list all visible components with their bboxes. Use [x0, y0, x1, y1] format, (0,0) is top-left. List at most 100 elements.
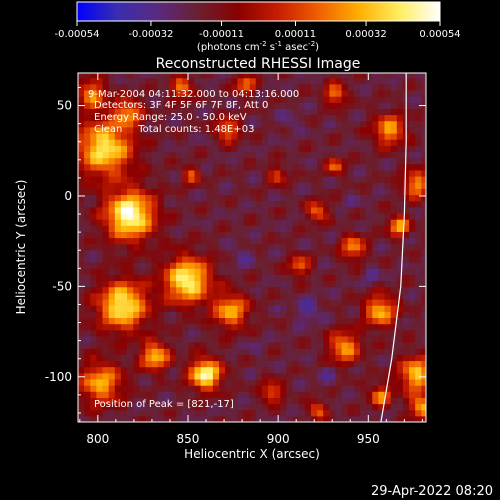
heatmap-cell — [200, 342, 208, 349]
heatmap-cell — [298, 403, 306, 411]
heatmap-cell — [384, 182, 392, 189]
heatmap-cell — [353, 188, 361, 196]
heatmap-cell — [261, 379, 269, 386]
heatmap-cell — [335, 342, 343, 349]
heatmap-cell — [157, 317, 165, 325]
heatmap-cell — [114, 90, 122, 97]
heatmap-cell — [298, 305, 306, 312]
heatmap-cell — [286, 169, 294, 177]
heatmap-cell — [341, 280, 349, 288]
heatmap-cell — [384, 194, 392, 202]
heatmap-cell — [341, 311, 349, 318]
heatmap-cell — [108, 120, 116, 128]
heatmap-cell — [194, 176, 202, 183]
heatmap-cell — [127, 280, 134, 288]
heatmap-cell — [176, 219, 183, 226]
heatmap-cell — [261, 391, 269, 398]
heatmap-cell — [163, 335, 171, 343]
heatmap-cell — [317, 262, 324, 269]
heatmap-cell — [347, 120, 355, 128]
heatmap-cell — [243, 206, 251, 214]
heatmap-cell — [133, 139, 140, 146]
heatmap-cell — [102, 262, 110, 269]
heatmap-cell — [353, 206, 361, 214]
heatmap-cell — [231, 90, 238, 97]
heatmap-cell — [360, 256, 367, 263]
heatmap-cell — [206, 243, 214, 251]
heatmap-cell — [378, 323, 386, 331]
heatmap-cell — [96, 151, 104, 159]
heatmap-cell — [329, 256, 337, 263]
heatmap-cell — [311, 200, 318, 208]
heatmap-cell — [225, 219, 232, 226]
heatmap-cell — [133, 403, 140, 411]
heatmap-cell — [298, 311, 306, 318]
heatmap-cell — [261, 194, 269, 202]
heatmap-cell — [206, 151, 214, 159]
heatmap-cell — [90, 126, 97, 134]
heatmap-cell — [409, 329, 416, 337]
heatmap-cell — [231, 176, 238, 183]
heatmap-cell — [335, 311, 343, 318]
heatmap-cell — [292, 262, 300, 269]
heatmap-cell — [200, 403, 208, 411]
heatmap-cell — [274, 225, 281, 232]
heatmap-cell — [378, 243, 386, 251]
heatmap-cell — [286, 133, 294, 140]
heatmap-cell — [194, 274, 202, 282]
heatmap-cell — [237, 354, 245, 362]
heatmap-cell — [145, 231, 153, 239]
heatmap-cell — [286, 256, 294, 263]
heatmap-cell — [219, 354, 226, 362]
heatmap-cell — [421, 243, 426, 251]
heatmap-cell — [90, 292, 97, 300]
heatmap-cell — [268, 219, 275, 226]
heatmap-cell — [114, 126, 122, 134]
heatmap-cell — [127, 133, 134, 140]
heatmap-cell — [409, 409, 416, 417]
heatmap-cell — [231, 391, 238, 398]
heatmap-cell — [151, 213, 159, 220]
heatmap-cell — [353, 249, 361, 257]
heatmap-cell — [402, 268, 410, 275]
heatmap-cell — [225, 114, 232, 122]
heatmap-cell — [163, 90, 171, 97]
heatmap-cell — [78, 372, 85, 380]
heatmap-cell — [84, 397, 91, 405]
heatmap-cell — [127, 90, 134, 97]
heatmap-cell — [286, 323, 294, 331]
heatmap-cell — [415, 348, 422, 355]
heatmap-cell — [396, 163, 404, 171]
heatmap-cell — [157, 311, 165, 318]
heatmap-cell — [347, 354, 355, 362]
heatmap-cell — [274, 133, 281, 140]
heatmap-cell — [347, 90, 355, 97]
heatmap-cell — [163, 237, 171, 245]
heatmap-cell — [268, 311, 275, 318]
heatmap-cell — [219, 120, 226, 128]
heatmap-cell — [396, 403, 404, 411]
heatmap-cell — [360, 231, 367, 239]
heatmap-cell — [170, 225, 177, 232]
heatmap-cell — [384, 126, 392, 134]
heatmap-cell — [157, 360, 165, 368]
heatmap-cell — [231, 108, 238, 116]
heatmap-cell — [96, 360, 104, 368]
heatmap-cell — [261, 176, 269, 183]
heatmap-cell — [384, 391, 392, 398]
heatmap-cell — [102, 348, 110, 355]
heatmap-cell — [402, 329, 410, 337]
heatmap-cell — [317, 77, 324, 85]
heatmap-cell — [255, 157, 263, 165]
heatmap-cell — [390, 354, 398, 362]
heatmap-cell — [286, 249, 294, 257]
x-axis-ticks: 800 850 900 950 — [79, 73, 423, 446]
heatmap-cell — [378, 73, 386, 79]
heatmap-cell — [243, 292, 251, 300]
heatmap-cell — [127, 348, 134, 355]
heatmap-cell — [335, 206, 343, 214]
heatmap-cell — [157, 176, 165, 183]
heatmap-cell — [194, 157, 202, 165]
heatmap-cell — [225, 77, 232, 85]
heatmap-cell — [157, 83, 165, 91]
